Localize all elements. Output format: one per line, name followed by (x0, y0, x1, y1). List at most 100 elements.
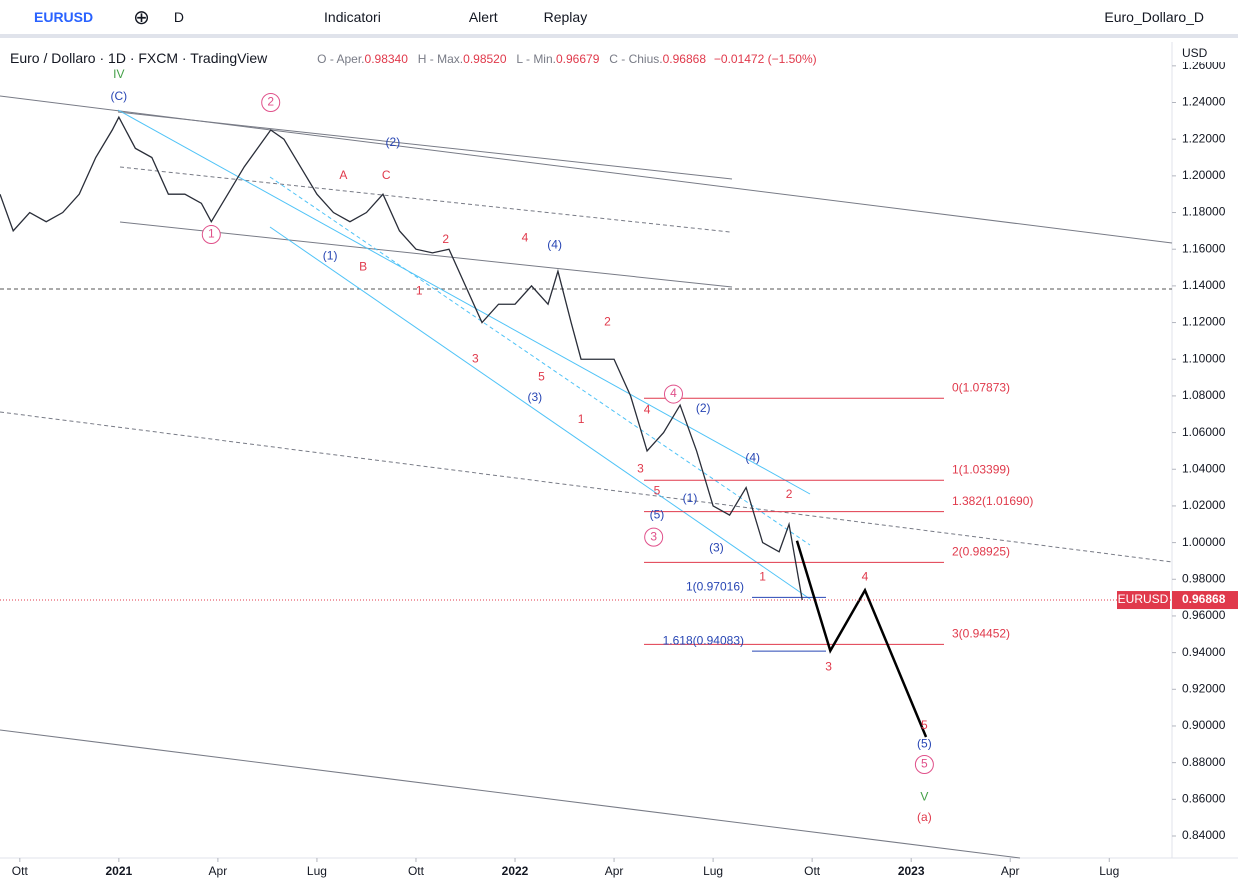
wave-label: 1 (578, 412, 585, 426)
wave-label: 2 (604, 315, 611, 329)
price-line (0, 115, 803, 601)
wave-label: (5) (917, 736, 932, 750)
fib-label: 2(0.98925) (952, 544, 1010, 558)
wave-label: V (920, 790, 928, 804)
wave-label: B (359, 260, 367, 274)
replay-button[interactable]: Replay (543, 9, 588, 25)
wave-label: (3) (709, 540, 724, 554)
legend-title: Euro / Dollaro · 1D · FXCM · TradingView (10, 50, 268, 66)
x-tick-label: 2023 (898, 864, 925, 878)
trend-lines (0, 95, 1173, 859)
currency: USD (1182, 46, 1208, 60)
axis-cover (1173, 42, 1238, 62)
indicators-button[interactable]: Indicatori (324, 9, 381, 25)
wave-label: 5 (538, 370, 545, 384)
wave-circle (663, 384, 683, 404)
wave-label: (1) (323, 249, 338, 263)
ohlc-value: 0.96868 (662, 52, 706, 66)
y-tick-label: 1.18000 (1182, 205, 1226, 219)
wave-circle (914, 754, 934, 774)
wave-label: C (382, 168, 391, 182)
x-tick-label: Apr (209, 864, 228, 878)
wave-circle (201, 225, 221, 245)
wave-label: (a) (917, 810, 932, 824)
wave-label: 4 (522, 230, 529, 244)
layout-name[interactable]: Euro_Dollaro_D (1104, 9, 1204, 25)
alert-button[interactable]: Alert (468, 9, 498, 25)
y-tick-label: 0.96000 (1182, 608, 1226, 622)
wave-label: 2 (267, 95, 274, 109)
channel (117, 109, 811, 600)
wave-label: 5 (921, 718, 928, 732)
fib-label: 0(1.07873) (952, 380, 1010, 394)
y-tick-label: 1.04000 (1182, 461, 1226, 475)
symbol-tag (1117, 591, 1170, 610)
y-tick-label: 0.86000 (1182, 791, 1226, 805)
wave-label: (C) (111, 89, 128, 103)
ohlc-value: 0.98520 (463, 52, 507, 66)
x-tick-label: Apr (1001, 864, 1020, 878)
ohlc-label: O - Aper. (317, 52, 365, 66)
ohlc-value: 0.98340 (364, 52, 408, 66)
wave-label: (4) (745, 450, 760, 464)
ohlc-label: H - Max. (417, 52, 464, 66)
fib-label: 1.618(0.94083) (663, 633, 744, 647)
y-tick-label: 0.90000 (1182, 718, 1226, 732)
fib-label: 1.382(1.01690) (952, 494, 1033, 508)
y-tick-label: 1.10000 (1182, 351, 1226, 365)
x-tick-label: Apr (605, 864, 624, 878)
wave-circle (644, 527, 664, 547)
wave-label: 4 (862, 570, 869, 584)
wave-label: 1 (208, 227, 215, 241)
fib-label: 3(0.94452) (952, 627, 1010, 641)
wave-label: A (339, 168, 347, 182)
wave-label: (4) (547, 238, 562, 252)
wave-label: 1 (759, 570, 766, 584)
wave-label: 3 (825, 659, 832, 673)
wave-label: (1) (683, 491, 698, 505)
x-tick-label: Lug (1099, 864, 1119, 878)
wave-label: 5 (921, 757, 928, 771)
chart: 0.84000 0.86000 0.88000 0.90000 0.92000 0.940… (0, 42, 1238, 878)
y-tick-label: 1.00000 (1182, 535, 1226, 549)
y-tick-label: 0.88000 (1182, 755, 1226, 769)
ohlc-label: L - Min. (516, 52, 556, 66)
wave-label: (2) (386, 135, 401, 149)
interval[interactable]: D (173, 9, 185, 25)
y-tick-label: 1.02000 (1182, 498, 1226, 512)
y-tick-label: 1.06000 (1182, 425, 1226, 439)
price-tag (1172, 591, 1238, 610)
wave-label: 2 (442, 232, 449, 246)
wave-label: 3 (637, 461, 644, 475)
y-tick-label: 1.20000 (1182, 168, 1226, 182)
add-button[interactable]: ⊕ (133, 6, 150, 29)
wave-label: (3) (527, 390, 542, 404)
x-tick-label: Ott (804, 864, 821, 878)
y-tick-label: 1.16000 (1182, 241, 1226, 255)
symbol-tag-label: EURUSD (1118, 592, 1169, 606)
wave-label: 5 (654, 483, 661, 497)
y-tick-label: 0.94000 (1182, 645, 1226, 659)
wave-label: IV (113, 67, 124, 81)
change: −0.01472 (−1.50%) (713, 52, 817, 66)
symbol[interactable]: EURUSD (34, 9, 94, 25)
ohlc-value: 0.96679 (555, 52, 600, 66)
wave-label: 4 (670, 386, 677, 400)
x-tick-label: Lug (307, 864, 327, 878)
wave-label: 2 (786, 487, 793, 501)
projection (795, 540, 928, 738)
y-tick-label: 1.24000 (1182, 95, 1226, 109)
wave-label: (5) (650, 507, 665, 521)
wave-label: 1 (416, 284, 423, 298)
price-tag-label: 0.96868 (1182, 592, 1226, 606)
toolbar: EURUSD ⊕ D Indicatori Alert Replay Euro_… (0, 0, 1238, 38)
wave-label: 3 (650, 529, 657, 543)
y-tick-label: 1.22000 (1182, 131, 1226, 145)
wave-label: (2) (696, 401, 711, 415)
x-tick-label: Lug (703, 864, 723, 878)
fib-label: 1(1.03399) (952, 462, 1010, 476)
x-tick-label: Ott (408, 864, 425, 878)
legend: Euro / Dollaro · 1D · FXCM · TradingView… (10, 50, 817, 66)
x-tick-label: 2021 (105, 864, 132, 878)
